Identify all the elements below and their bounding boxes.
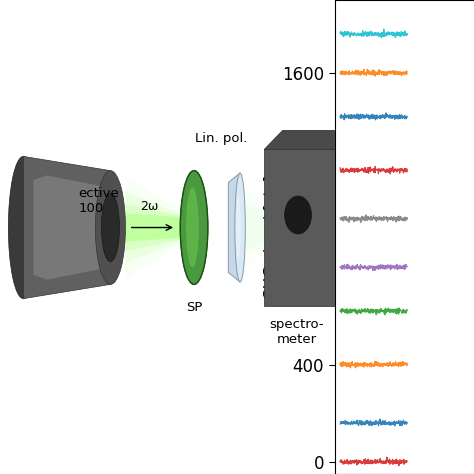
Polygon shape	[34, 175, 107, 280]
Text: spectro-
meter: spectro- meter	[269, 318, 324, 346]
Ellipse shape	[285, 196, 311, 234]
Ellipse shape	[186, 188, 199, 267]
Polygon shape	[245, 204, 274, 251]
Polygon shape	[126, 204, 192, 251]
Ellipse shape	[180, 171, 208, 284]
Polygon shape	[23, 156, 110, 299]
Text: Lin. pol.: Lin. pol.	[195, 132, 247, 145]
Polygon shape	[228, 173, 240, 282]
Text: 2ω: 2ω	[140, 201, 158, 213]
Ellipse shape	[101, 193, 119, 262]
Polygon shape	[345, 130, 363, 306]
Polygon shape	[126, 213, 192, 242]
Polygon shape	[126, 175, 192, 280]
Polygon shape	[264, 149, 345, 306]
Ellipse shape	[235, 173, 246, 282]
Ellipse shape	[236, 195, 241, 260]
Polygon shape	[264, 130, 363, 149]
Ellipse shape	[95, 171, 126, 284]
Ellipse shape	[9, 156, 38, 299]
Text: SP: SP	[186, 301, 202, 314]
Polygon shape	[126, 192, 192, 263]
Text: ective
100: ective 100	[79, 187, 119, 216]
Y-axis label: SHG signal [cts]: SHG signal [cts]	[264, 176, 279, 298]
Polygon shape	[245, 185, 274, 270]
